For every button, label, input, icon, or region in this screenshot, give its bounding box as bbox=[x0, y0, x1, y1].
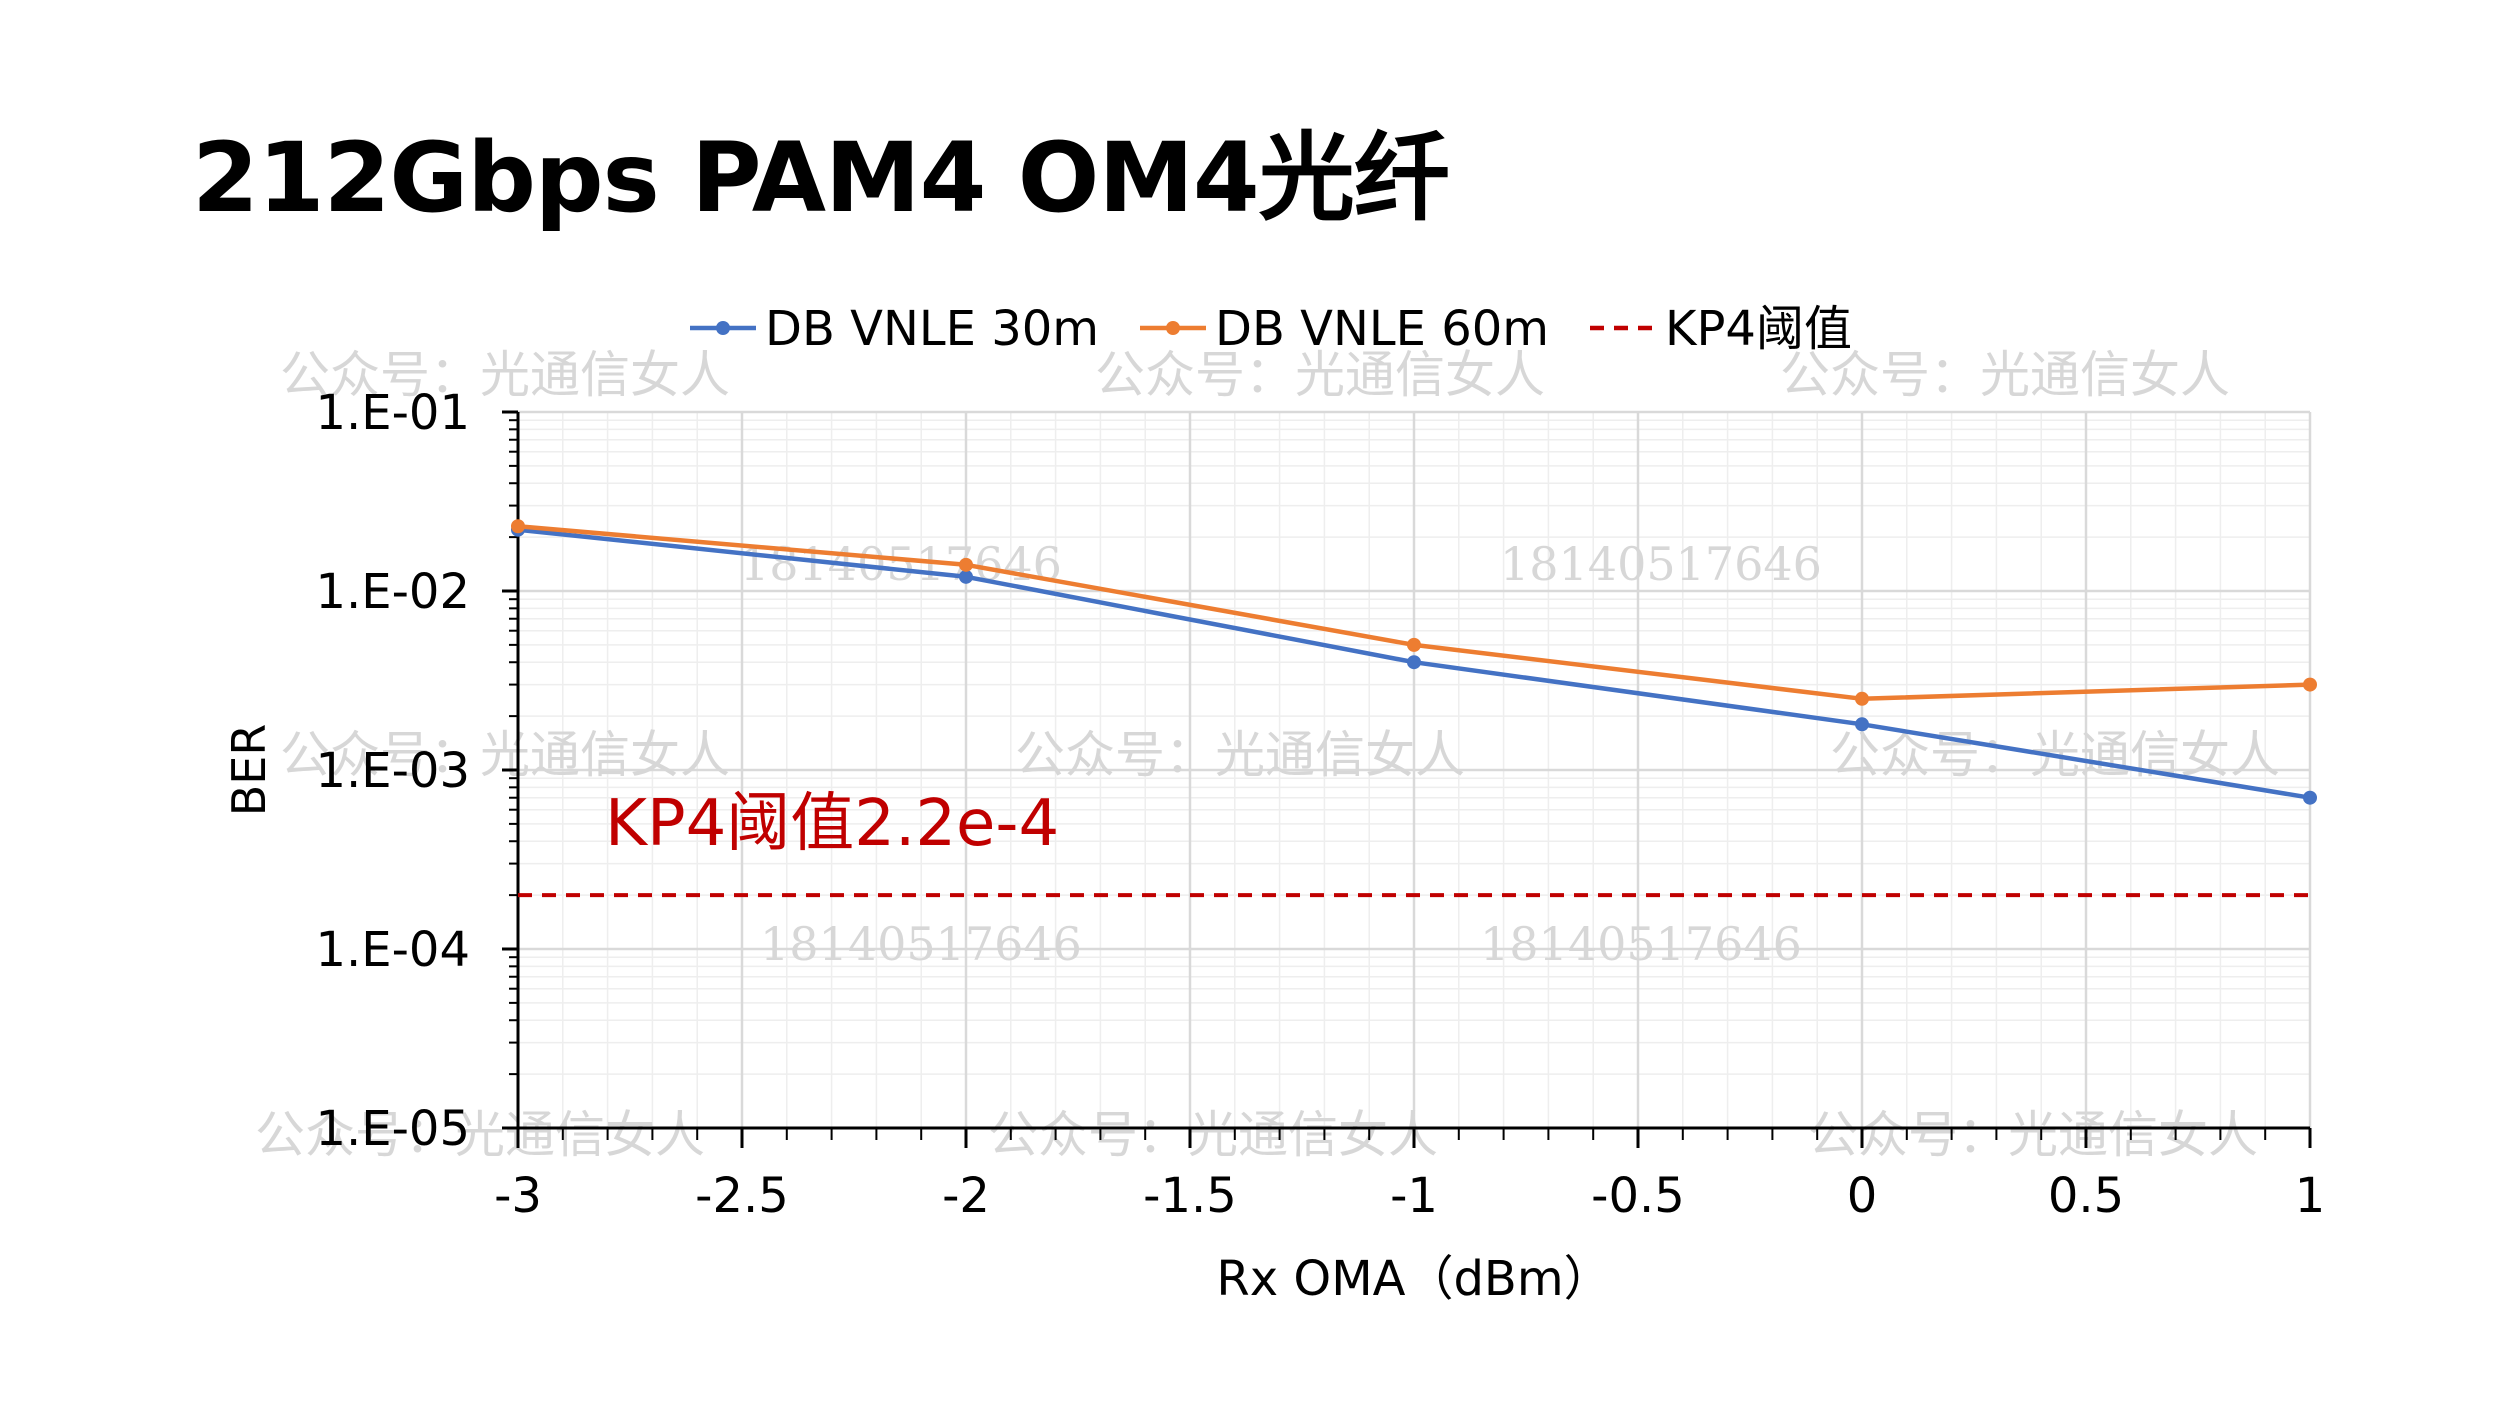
legend-label-1: DB VNLE 60m bbox=[1215, 301, 1549, 357]
watermark-phone: 18140517646 bbox=[1480, 917, 1802, 971]
series-point-0 bbox=[1855, 717, 1869, 732]
x-tick-label: 0.5 bbox=[2048, 1168, 2124, 1224]
watermark-account: 公众号：光通信女人 bbox=[280, 726, 730, 784]
legend: DB VNLE 30m DB VNLE 60m KP4阈值 bbox=[690, 301, 1852, 357]
legend-marker-0 bbox=[716, 321, 730, 335]
y-tick-label: 1.E-01 bbox=[315, 385, 470, 441]
labels: Rx OMA（dBm） BER KP4阈值2.2e-4 bbox=[222, 724, 1612, 1307]
x-axis-title: Rx OMA（dBm） bbox=[1216, 1251, 1611, 1307]
watermark-account: 公众号：光通信女人 bbox=[1808, 1106, 2258, 1164]
x-tick-label: -2 bbox=[942, 1168, 990, 1224]
y-tick-label: 1.E-03 bbox=[315, 743, 470, 799]
series-point-0 bbox=[959, 569, 973, 584]
page-title: 212Gbps PAM4 OM4光纤 bbox=[192, 122, 1450, 234]
watermark-phone: 18140517646 bbox=[760, 917, 1082, 971]
x-tick-label: 0 bbox=[1847, 1168, 1878, 1224]
x-tick-label: -2.5 bbox=[695, 1168, 789, 1224]
series-point-1 bbox=[511, 519, 525, 534]
watermark-phone: 18140517646 bbox=[740, 537, 1062, 591]
y-tick-label: 1.E-02 bbox=[315, 564, 470, 620]
watermark-phone: 18140517646 bbox=[1500, 537, 1822, 591]
x-tick-label: -1.5 bbox=[1143, 1168, 1237, 1224]
axes: 1.E-05 1.E-04 1.E-03 1.E-02 1.E-01 -3 -2.5 -2 -1… bbox=[315, 385, 2325, 1224]
x-tick-label: -0.5 bbox=[1591, 1168, 1685, 1224]
y-tick-label: 1.E-05 bbox=[315, 1101, 470, 1157]
watermark-account: 公众号：光通信女人 bbox=[988, 1106, 1438, 1164]
watermark-account: 公众号：光通信女人 bbox=[1015, 726, 1465, 784]
series-point-1 bbox=[1407, 637, 1421, 652]
x-tick-label: -3 bbox=[494, 1168, 542, 1224]
series-point-0 bbox=[1407, 655, 1421, 670]
threshold-annotation: KP4阈值2.2e-4 bbox=[605, 787, 1059, 861]
legend-label-0: DB VNLE 30m bbox=[765, 301, 1099, 357]
y-axis-title: BER bbox=[222, 724, 276, 817]
watermark-account: 公众号：光通信女人 bbox=[1095, 346, 1545, 404]
x-tick-label: -1 bbox=[1390, 1168, 1438, 1224]
watermark-account: 公众号：光通信女人 bbox=[1780, 346, 2230, 404]
watermark-account: 公众号：光通信女人 bbox=[280, 346, 730, 404]
x-tick-label: 1 bbox=[2295, 1168, 2326, 1224]
series-point-1 bbox=[1855, 691, 1869, 706]
watermark-account: 公众号：光通信女人 bbox=[255, 1106, 705, 1164]
legend-label-2: KP4阈值 bbox=[1665, 301, 1852, 357]
series-point-0 bbox=[2303, 790, 2317, 805]
series-point-1 bbox=[2303, 677, 2317, 692]
series bbox=[511, 519, 2317, 898]
series-point-1 bbox=[959, 557, 973, 572]
y-tick-label: 1.E-04 bbox=[315, 922, 470, 978]
legend-marker-1 bbox=[1166, 321, 1180, 335]
